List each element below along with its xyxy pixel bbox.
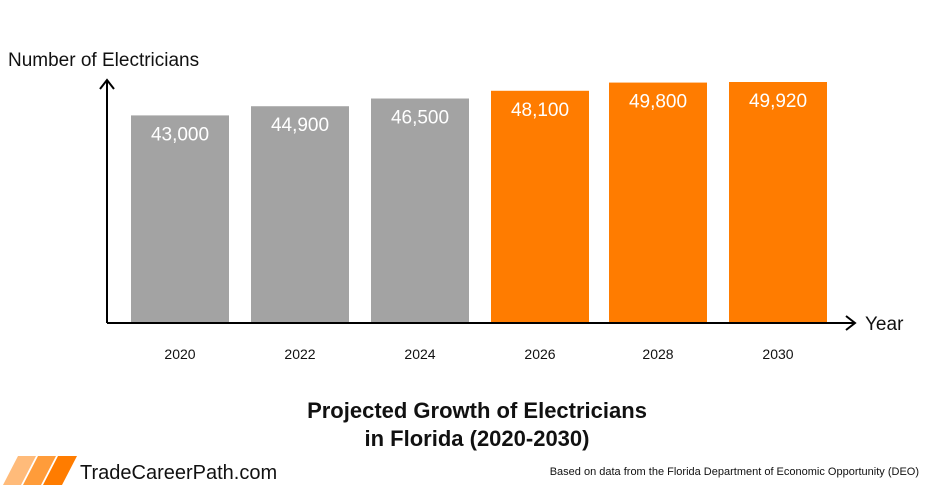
x-tick-label: 2030 <box>762 346 793 362</box>
data-label: 46,500 <box>391 108 449 129</box>
bar-2022 <box>251 106 349 324</box>
source-note: Based on data from the Florida Departmen… <box>550 466 919 478</box>
x-axis-label: Year <box>865 314 904 335</box>
y-axis-arrow-icon <box>99 78 115 90</box>
brand-name: TradeCareerPath.com <box>80 462 277 484</box>
data-label: 48,100 <box>511 100 569 121</box>
y-axis-label: Number of Electricians <box>8 50 199 71</box>
logo-stripe-1 <box>3 456 36 485</box>
x-axis-arrow-icon <box>845 315 857 331</box>
bar-2020 <box>131 115 229 323</box>
bar-2026 <box>491 90 589 323</box>
bar-2030 <box>729 82 827 323</box>
logo-stripe-2 <box>23 456 56 485</box>
x-tick-label: 2020 <box>164 346 195 362</box>
data-label: 43,000 <box>151 124 209 145</box>
chart-title-line-1: Projected Growth of Electricians <box>307 398 647 423</box>
logo-stripe-3 <box>43 456 77 485</box>
x-tick-label: 2026 <box>524 346 555 362</box>
bar-2024 <box>371 98 469 323</box>
bars-group: 43,000 2020 44,900 2022 46,500 2024 48,100 2026… <box>131 82 827 362</box>
chart-title-line-2: in Florida (2020-2030) <box>365 426 590 451</box>
data-label: 49,920 <box>749 91 807 112</box>
x-tick-label: 2028 <box>642 346 673 362</box>
data-label: 44,900 <box>271 115 329 136</box>
bar-2028 <box>609 82 707 323</box>
x-tick-label: 2024 <box>404 346 435 362</box>
brand-logo <box>3 456 77 485</box>
data-label: 49,800 <box>629 92 687 113</box>
x-tick-label: 2022 <box>284 346 315 362</box>
